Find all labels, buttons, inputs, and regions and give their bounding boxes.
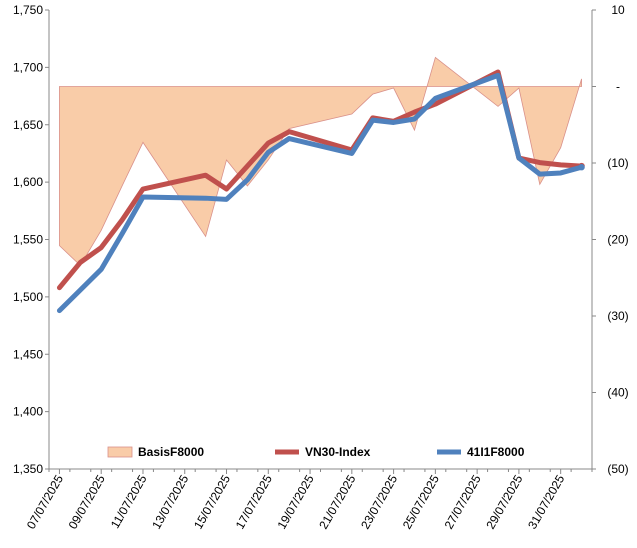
legend-label-basisf8000: BasisF8000 xyxy=(138,445,204,459)
left-tick-label: 1,400 xyxy=(13,405,43,419)
left-tick-label: 1,500 xyxy=(13,290,43,304)
x-tick-label: 11/07/2025 xyxy=(108,472,150,531)
41i1f8000-end-marker xyxy=(578,164,585,171)
x-tick-label: 09/07/2025 xyxy=(66,472,108,531)
x-tick-label: 23/07/2025 xyxy=(358,472,400,531)
x-tick-label: 19/07/2025 xyxy=(275,472,317,531)
x-tick-label: 31/07/2025 xyxy=(525,472,567,531)
right-tick-label: (50) xyxy=(607,462,628,476)
legend: BasisF8000 VN30-Index 41I1F8000 xyxy=(107,445,525,459)
left-tick-label: 1,700 xyxy=(13,60,43,74)
right-tick-label: - xyxy=(616,80,620,94)
legend-label-vn30-index: VN30-Index xyxy=(305,445,371,459)
x-tick-label: 13/07/2025 xyxy=(149,472,191,531)
right-tick-label: (20) xyxy=(607,233,628,247)
legend-swatch-basisf8000 xyxy=(107,446,133,458)
x-tick-label: 29/07/2025 xyxy=(483,472,525,531)
left-tick-label: 1,550 xyxy=(13,233,43,247)
legend-label-41i1f8000: 41I1F8000 xyxy=(467,445,525,459)
x-tick-label: 07/07/2025 xyxy=(24,472,66,531)
x-tick-label: 17/07/2025 xyxy=(233,472,275,531)
left-tick-label: 1,650 xyxy=(13,118,43,132)
left-tick-label: 1,750 xyxy=(13,3,43,17)
right-tick-label: (10) xyxy=(607,156,628,170)
x-tick-label: 15/07/2025 xyxy=(191,472,233,531)
right-tick-label: 10 xyxy=(611,3,625,17)
41i1f8000-line xyxy=(56,72,585,314)
right-tick-label: (30) xyxy=(607,309,628,323)
left-tick-label: 1,450 xyxy=(13,347,43,361)
plot-area xyxy=(56,56,585,314)
right-tick-label: (40) xyxy=(607,386,628,400)
x-tick-label: 27/07/2025 xyxy=(442,472,484,531)
left-tick-label: 1,350 xyxy=(13,462,43,476)
x-tick-label: 25/07/2025 xyxy=(400,472,442,531)
x-tick-label: 21/07/2025 xyxy=(316,472,358,531)
left-tick-label: 1,600 xyxy=(13,175,43,189)
